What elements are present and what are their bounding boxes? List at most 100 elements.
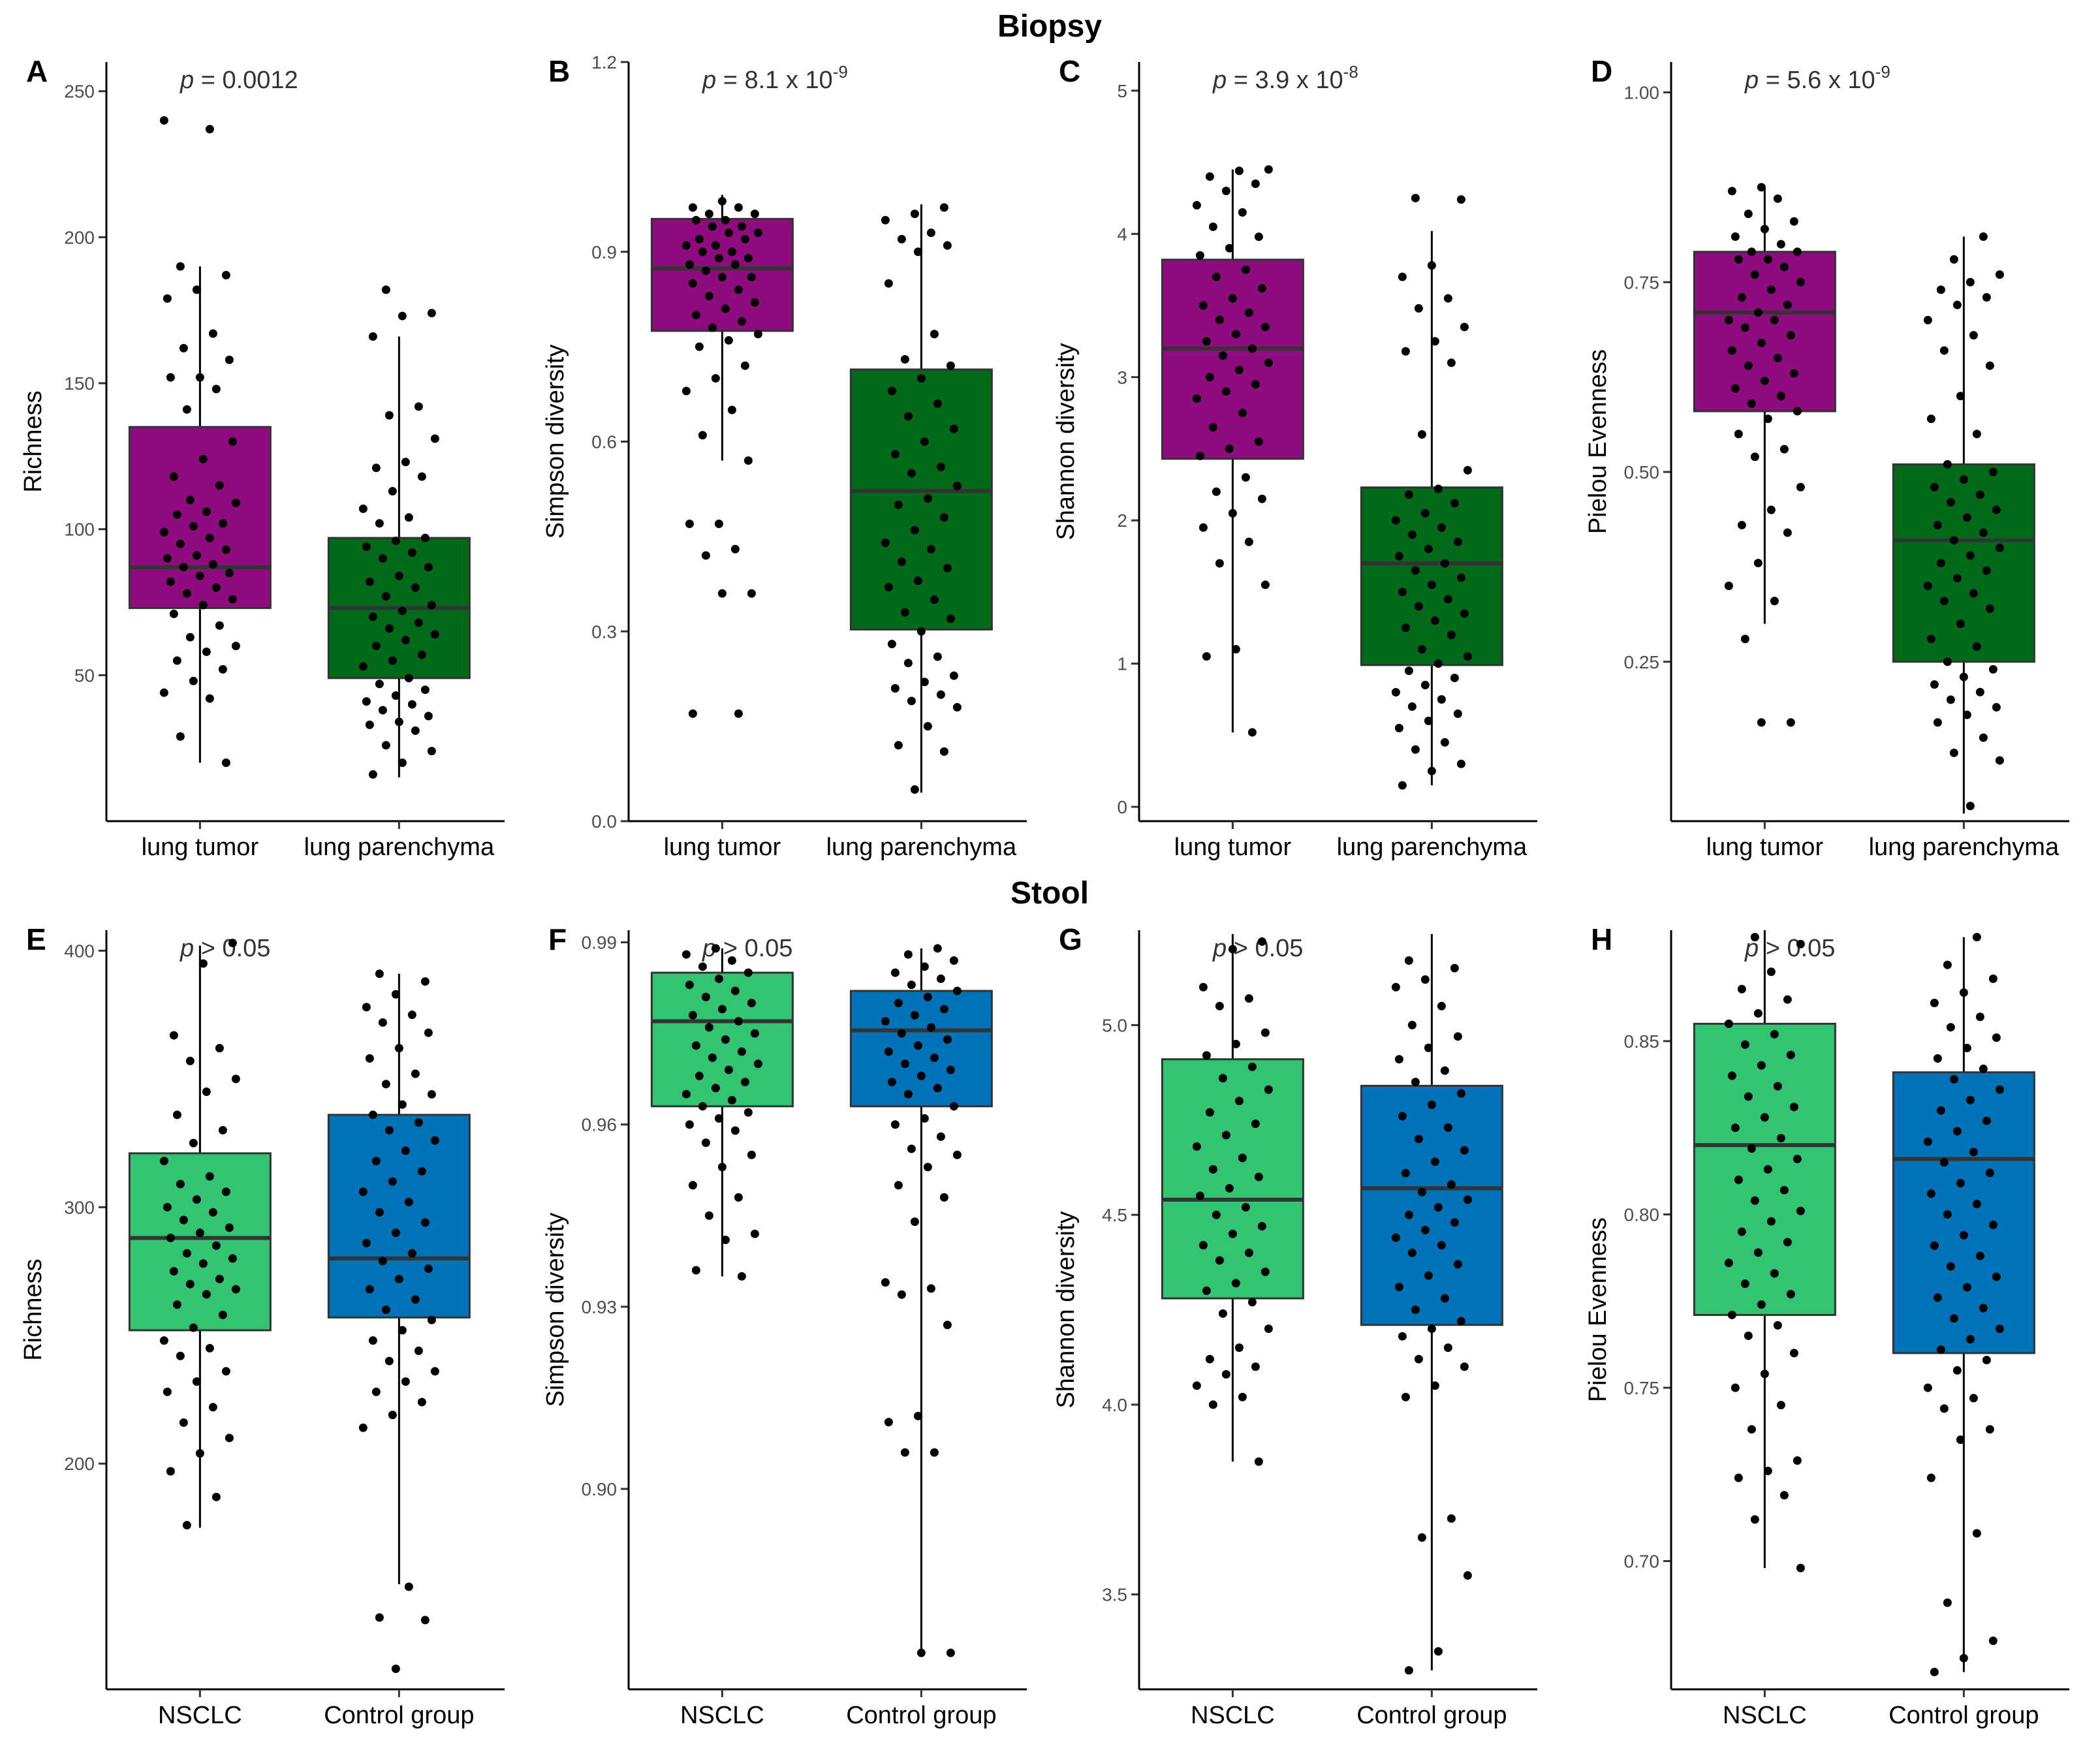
data-point [711,1084,720,1093]
data-point [701,992,710,1001]
data-point [939,1193,948,1202]
data-point [1757,183,1766,192]
data-point [404,1197,413,1206]
data-point [1251,180,1260,189]
data-point [1783,995,1792,1004]
box-2 [849,990,993,1108]
panel-label: E [26,922,46,956]
data-point [747,589,756,598]
data-point [1979,733,1988,742]
data-point [368,1110,377,1119]
data-point [1391,688,1400,697]
data-point [1434,659,1443,668]
data-point [727,247,736,257]
data-point [1205,1354,1214,1364]
data-point [172,1300,181,1309]
data-point [920,1114,929,1123]
data-point [1437,1001,1446,1010]
data-point [903,950,913,959]
data-point [1750,1196,1759,1205]
data-point [1414,1134,1423,1144]
data-point [368,332,377,341]
data-point [195,571,204,580]
data-point [1192,394,1201,403]
data-point [185,633,195,642]
data-point [1724,581,1733,590]
y-tick-label: 250 [64,82,95,102]
data-point [182,1249,191,1258]
box-1 [1161,1058,1304,1300]
data-point [1979,528,1988,537]
x-tick-label: NSCLC [1723,1702,1807,1729]
data-point [1427,1324,1436,1334]
data-point [952,986,962,995]
data-point [913,247,922,257]
data-point [420,533,430,542]
data-point [698,962,707,971]
data-point [1411,1078,1420,1087]
data-point [881,1017,890,1026]
data-point [384,411,394,420]
data-point [1238,1153,1247,1163]
data-point [1727,1310,1736,1319]
data-point [1776,1134,1785,1143]
data-point [365,1285,374,1294]
data-point [1789,1349,1798,1358]
data-point [407,548,416,557]
data-point [225,355,234,364]
data-point [1401,1392,1410,1401]
data-point [1923,581,1932,590]
data-point [1949,536,1958,545]
data-point [1930,482,1939,492]
data-point [737,222,746,231]
data-point [1394,1055,1403,1064]
data-point [378,706,387,715]
data-point [1394,723,1403,732]
data-point [362,697,371,706]
data-point [910,785,919,794]
data-point [708,222,717,231]
y-tick-label: 0.85 [1624,1031,1660,1052]
data-point [753,228,762,238]
data-point [221,545,230,554]
data-point [930,330,939,339]
p-exponent: -9 [833,62,848,82]
data-point [218,665,227,674]
data-point [1261,322,1270,332]
data-point [1463,1571,1472,1580]
data-point [1949,255,1958,264]
data-point [1734,1175,1743,1184]
data-point [910,1217,919,1227]
data-point [1982,1356,1991,1365]
data-point [894,999,903,1008]
data-point [192,551,201,560]
data-point [1776,392,1785,401]
data-point [208,329,217,338]
data-point [411,726,420,735]
data-point [1773,194,1782,203]
data-point [688,1010,697,1020]
data-point [365,577,374,586]
data-point [169,472,178,481]
data-point [717,273,727,282]
data-point [740,1078,749,1087]
data-point [1404,1210,1413,1219]
data-point [362,1238,371,1247]
data-point [1744,210,1753,219]
data-point [159,1157,168,1166]
data-point [724,336,733,345]
data-point [1430,1157,1439,1166]
data-point [398,606,407,616]
data-point [1430,616,1439,625]
data-point [388,487,397,496]
data-point [890,683,900,693]
data-point [1724,315,1733,324]
data-point [1264,1324,1273,1334]
data-point [701,266,710,275]
data-point [890,1120,900,1129]
data-point [923,722,932,731]
data-point [910,210,919,219]
data-point [884,1418,893,1427]
data-point [404,513,413,522]
